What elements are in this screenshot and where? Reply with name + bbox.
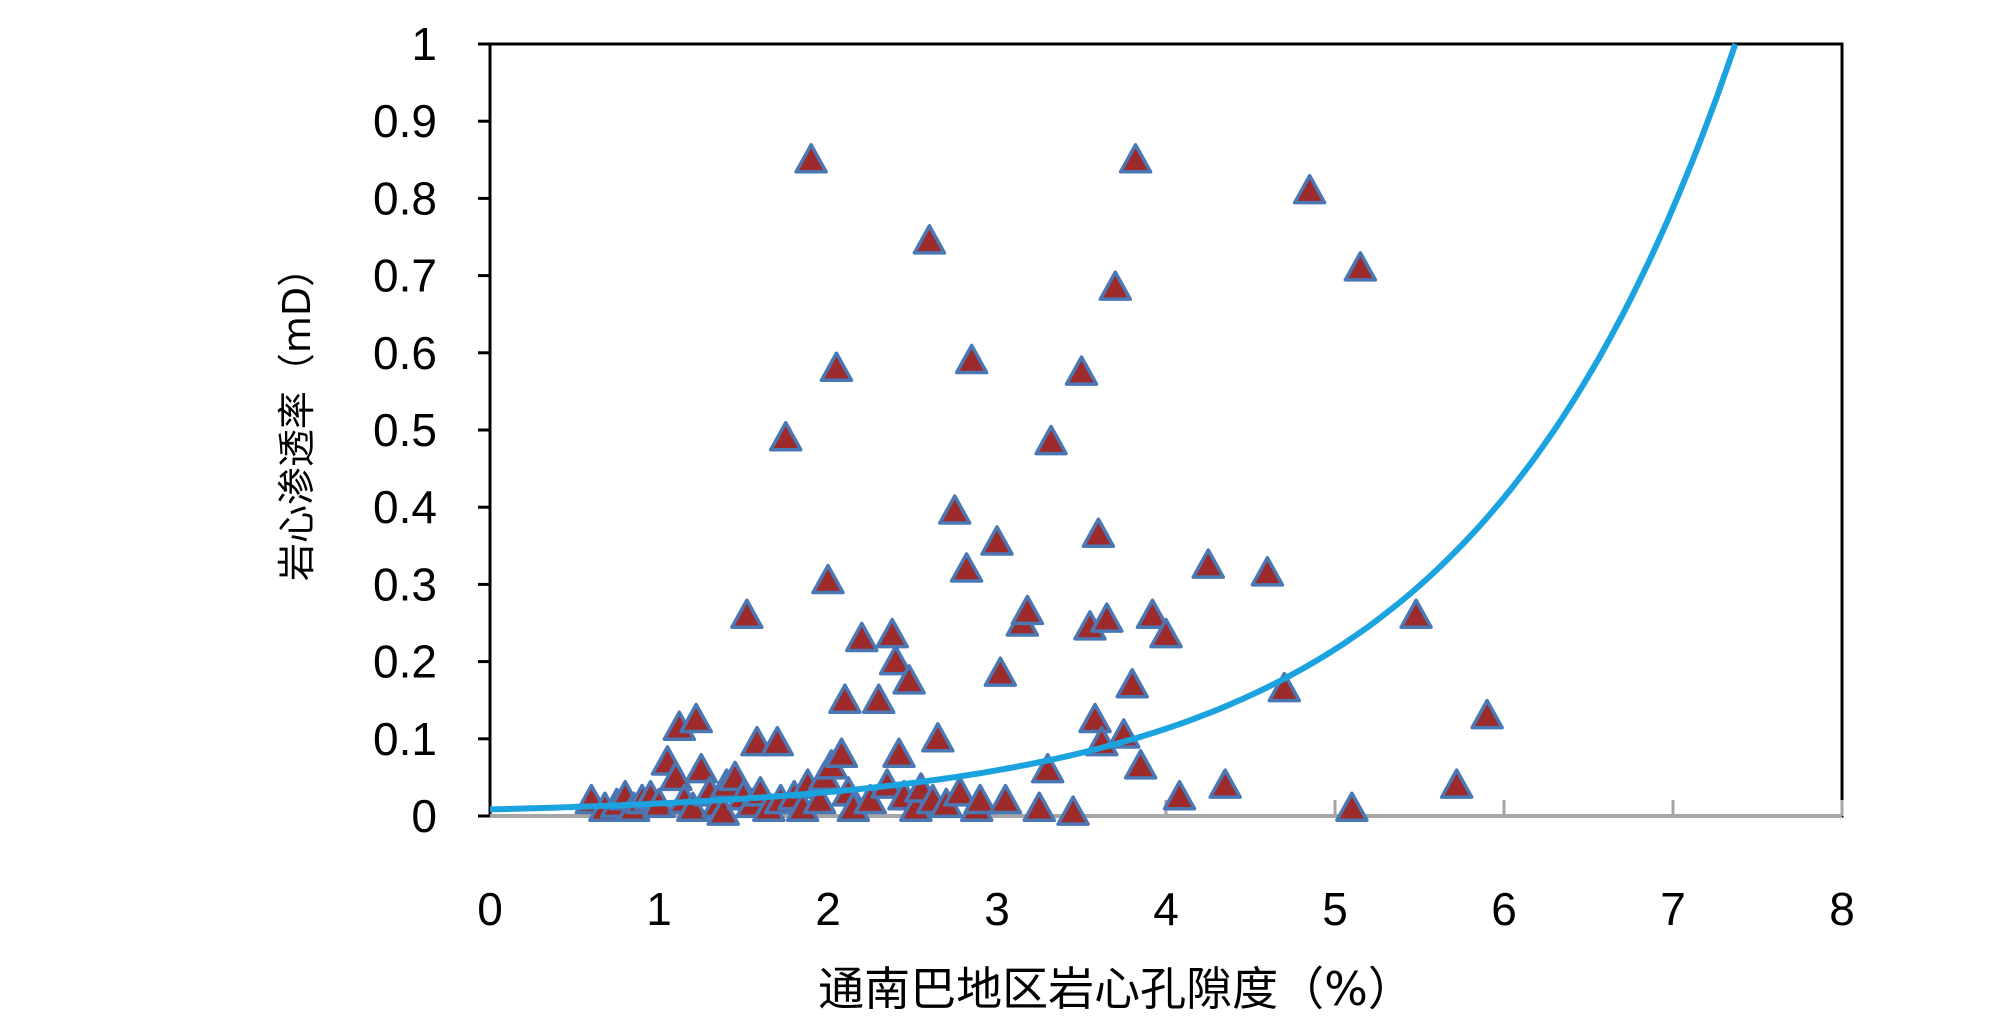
data-point-triangle [1078,702,1112,734]
data-point-triangle [1470,698,1504,730]
data-point-triangle [1010,594,1045,626]
y-tick-label: 0.6 [373,327,437,379]
data-point-triangle [1149,617,1183,649]
data-point-triangle [853,783,887,815]
y-tick-label: 0.4 [373,481,437,533]
data-point-triangle [1064,355,1099,386]
data-point-triangle [1208,768,1242,799]
data-point-triangle [861,683,896,714]
data-point-triangle [676,791,710,823]
data-point-triangle [1439,768,1474,799]
x-tick-label: 3 [984,883,1010,935]
data-point-triangle [1081,517,1116,548]
y-tick-label: 0.2 [373,636,437,688]
data-point-triangle [802,783,837,815]
data-point-triangle [938,494,972,525]
y-tick-label: 0.8 [373,172,437,224]
data-point-triangle [921,722,955,753]
x-tick-label: 1 [646,883,672,935]
data-point-triangle [730,598,764,630]
data-point-triangle [1135,598,1170,630]
data-point-triangle [943,776,977,807]
data-point-triangle [1056,795,1090,826]
plot-frame [488,42,1844,818]
data-point-triangle [659,760,693,792]
x-tick-label: 0 [477,883,503,935]
data-point-triangle [1335,791,1369,823]
data-point-triangle [679,702,713,734]
x-tick-label: 8 [1829,883,1855,935]
x-tick-label: 6 [1491,883,1517,935]
y-tick-label: 0.9 [373,95,437,147]
data-point-triangle [988,783,1023,815]
x-tick-label: 5 [1322,883,1348,935]
data-point-triangle [1098,270,1133,301]
data-point-triangle [760,725,795,757]
data-point-triangle [1267,671,1302,703]
x-tick-label: 4 [1153,883,1179,935]
exponential-trend-line [489,43,1739,813]
y-tick-label: 0 [411,790,437,842]
data-point-triangle [1250,556,1285,587]
data-point-triangle [878,644,913,676]
y-tick-label: 0.5 [373,404,437,456]
data-point-triangle [912,224,947,255]
data-point-triangle [1022,791,1056,823]
x-axis-title: 通南巴地区岩心孔隙度（%） [818,962,1414,1016]
data-point-triangle [824,737,859,768]
data-point-triangle [980,525,1014,556]
data-point-triangle [1191,548,1225,579]
data-point-triangle [882,737,916,768]
data-point-triangle [1162,779,1197,811]
data-point-triangle [1123,749,1158,780]
y-tick-label: 0.3 [373,558,437,610]
data-point-triangle [875,617,909,649]
x-tick-label: 2 [815,883,841,935]
y-axis-title-group: 岩心渗透率（mD） [275,249,319,581]
data-point-triangle [819,351,854,382]
x-tick-label: 7 [1660,883,1686,935]
data-point-triangle [892,664,926,695]
data-point-triangle [1034,424,1068,456]
data-point-triangle [949,552,984,583]
data-point-triangle [1292,173,1327,205]
data-point-triangle [1399,598,1433,630]
data-point-triangle [1343,251,1378,282]
data-point-triangle [794,143,828,174]
y-tick-label: 0.7 [373,250,437,302]
data-point-triangle [963,783,997,815]
data-point-triangle [1118,143,1153,174]
y-axis-ticks: 0 0.1 0.2 0.3 0.4 0.5 0.6 0.7 0.8 0.9 1 [373,18,490,842]
data-point-triangle [811,563,845,595]
y-tick-label: 1 [411,18,437,70]
data-point-triangle [1115,668,1149,699]
data-points [574,143,1504,826]
data-point-triangle [828,683,862,714]
data-point-triangle [769,420,803,452]
y-tick-label: 0.1 [373,713,437,765]
data-point-triangle [1030,752,1065,784]
plot-area [488,42,1844,818]
data-point-triangle [845,621,879,653]
data-point-triangle [983,656,1018,687]
data-point-triangle [954,343,989,375]
y-axis-title: 岩心渗透率（mD） [275,249,319,581]
data-point-triangle [1090,602,1124,633]
data-point-triangle [706,795,740,826]
data-point-triangle [684,752,718,784]
